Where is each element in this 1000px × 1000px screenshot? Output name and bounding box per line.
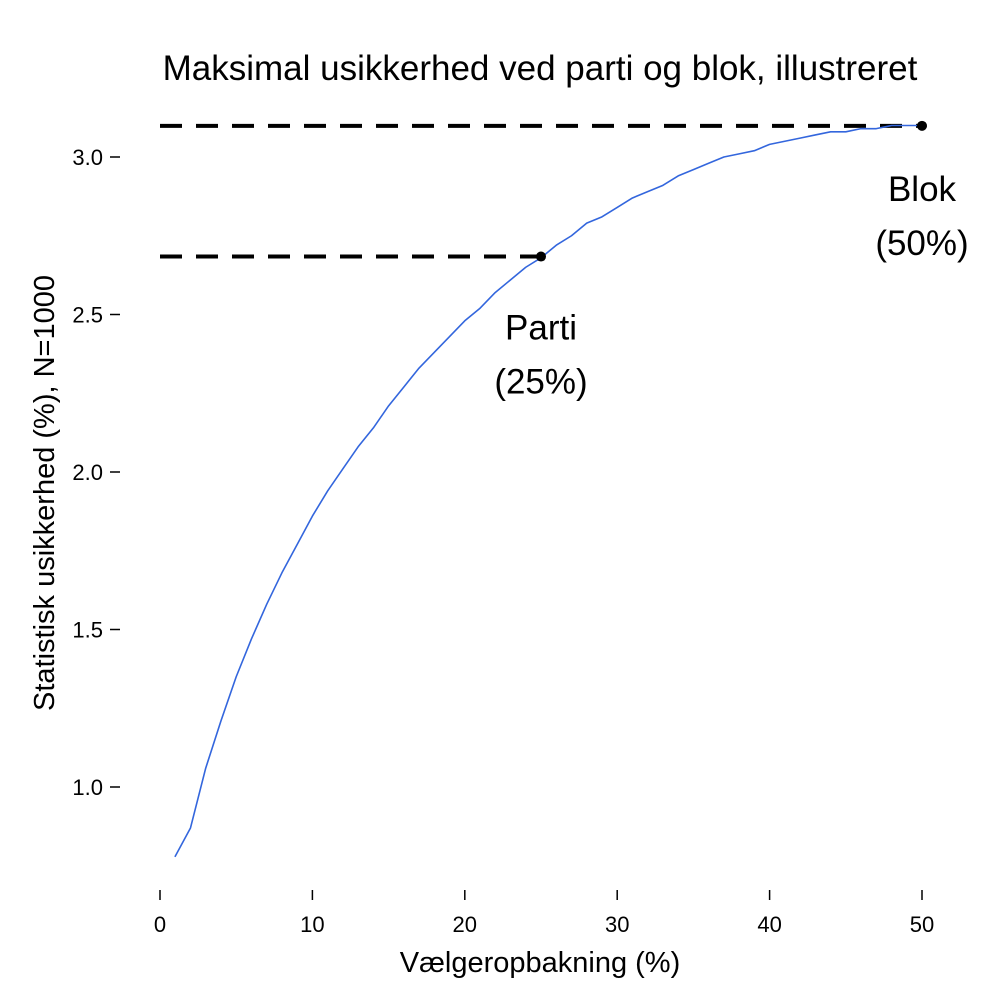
x-tick-label: 40 [757,912,781,937]
y-axis-title: Statistisk usikkerhed (%), N=1000 [29,275,61,711]
annotation-line: (50%) [875,224,968,263]
y-tick-label: 1.0 [72,775,103,800]
x-tick-label: 0 [154,912,166,937]
y-tick-label: 2.5 [72,303,103,328]
annotation-label: Blok (50%) [875,170,968,263]
x-axis-title: Vælgeropbakning (%) [400,947,680,979]
x-tick-label: 50 [910,912,934,937]
series-layer [174,124,923,858]
annotations-layer: Parti (25%) Blok (50%) [494,170,968,402]
y-tick-label: 2.0 [72,460,103,485]
chart-title: Maksimal usikkerhed ved parti og blok, i… [163,49,918,88]
data-point [536,251,546,262]
y-axis: 1.0 1.5 2.0 2.5 3.0 [72,145,120,800]
annotation-line: Blok [888,170,957,209]
x-tick-label: 30 [605,912,629,937]
annotation-label: Parti (25%) [494,309,587,402]
annotation-line: (25%) [494,363,587,402]
annotation-line: Parti [505,309,577,348]
x-axis: 0 10 20 30 40 50 [154,890,934,937]
y-tick-label: 1.5 [72,618,103,643]
series-line [174,124,923,858]
points-layer [536,120,927,262]
x-tick-label: 10 [300,912,324,937]
data-point [917,120,927,131]
reference-lines [160,123,922,259]
x-tick-label: 20 [453,912,477,937]
y-tick-label: 3.0 [72,145,103,170]
